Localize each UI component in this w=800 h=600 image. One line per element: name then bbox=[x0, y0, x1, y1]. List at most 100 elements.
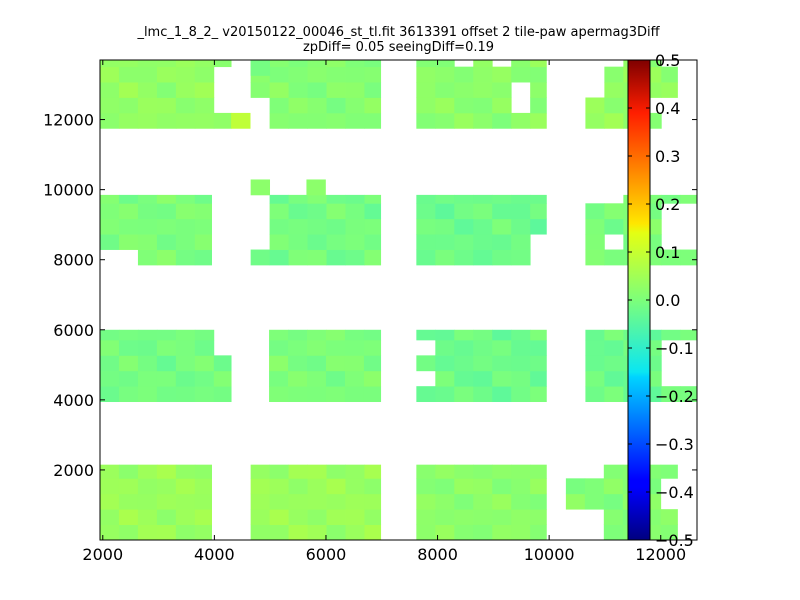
heatmap-cell bbox=[250, 464, 271, 479]
heatmap-cell bbox=[454, 370, 474, 387]
heatmap-cell bbox=[584, 493, 605, 510]
chart-title-line2: zpDiff= 0.05 seeingDiff=0.19 bbox=[302, 40, 495, 55]
heatmap-cell bbox=[118, 339, 139, 356]
chart-title-line1: _lmc_1_8_2_ v20150122_00046_st_tl.fit 36… bbox=[137, 25, 660, 40]
x-tick-label: 2000 bbox=[82, 545, 123, 564]
y-tick-label: 4000 bbox=[53, 391, 94, 410]
heatmap-cell bbox=[100, 464, 120, 479]
x-tick-label: 12000 bbox=[635, 545, 686, 564]
heatmap-cell bbox=[344, 329, 365, 341]
heatmap-cell bbox=[288, 355, 308, 372]
heatmap-cell bbox=[604, 370, 624, 387]
heatmap-cell bbox=[288, 194, 308, 204]
heatmap-cell bbox=[364, 112, 382, 129]
heatmap-cell bbox=[100, 112, 120, 129]
heatmap-cell bbox=[603, 524, 624, 540]
heatmap-cell bbox=[530, 329, 547, 341]
heatmap-cell bbox=[326, 60, 346, 68]
heatmap-cell bbox=[364, 234, 382, 250]
heatmap-cell bbox=[118, 370, 139, 387]
heatmap-cell bbox=[511, 478, 531, 495]
heatmap-cell bbox=[307, 194, 327, 204]
heatmap-cell bbox=[344, 355, 365, 372]
heatmap-cell bbox=[175, 60, 196, 68]
heatmap-cell bbox=[326, 524, 346, 540]
y-tick-label: 10000 bbox=[43, 181, 94, 200]
heatmap-cell bbox=[416, 218, 436, 235]
heatmap-cell bbox=[100, 218, 120, 235]
heatmap-cell bbox=[307, 249, 327, 266]
heatmap-cell bbox=[100, 370, 120, 387]
heatmap-cell bbox=[473, 97, 493, 114]
heatmap-cell bbox=[416, 509, 436, 525]
heatmap-cell bbox=[269, 493, 289, 510]
heatmap-cell bbox=[416, 60, 436, 68]
heatmap-cell bbox=[530, 464, 547, 479]
colorbar-tick-label: 0.0 bbox=[655, 291, 680, 310]
heatmap-cell bbox=[137, 203, 158, 220]
heatmap-cell bbox=[473, 339, 493, 356]
heatmap-cell bbox=[680, 386, 697, 403]
colorbar-tick-label: 0.5 bbox=[655, 51, 680, 70]
heatmap-cell bbox=[100, 478, 120, 495]
heatmap-cell bbox=[660, 509, 678, 525]
heatmap-cell bbox=[344, 386, 365, 403]
heatmap-cell bbox=[473, 249, 493, 266]
heatmap-cell bbox=[345, 97, 365, 114]
heatmap-cell bbox=[156, 60, 177, 68]
heatmap-cell bbox=[100, 355, 120, 372]
heatmap-cell bbox=[345, 234, 365, 250]
heatmap-cell bbox=[118, 464, 139, 479]
heatmap-cell bbox=[288, 60, 308, 68]
heatmap-cell bbox=[364, 249, 382, 266]
heatmap-cell bbox=[585, 386, 605, 403]
heatmap-cell bbox=[137, 524, 158, 540]
heatmap-cell bbox=[530, 66, 547, 83]
heatmap-cell bbox=[565, 478, 586, 495]
heatmap-cell bbox=[435, 218, 455, 235]
heatmap-cell bbox=[680, 329, 697, 341]
heatmap-cell bbox=[194, 66, 215, 83]
heatmap-cell bbox=[435, 386, 455, 403]
heatmap-cell bbox=[269, 249, 289, 266]
heatmap-cell bbox=[118, 386, 139, 403]
heatmap-cell bbox=[603, 478, 624, 495]
y-tick-label: 6000 bbox=[53, 321, 94, 340]
heatmap-cell bbox=[661, 82, 678, 98]
heatmap-cell bbox=[416, 194, 436, 204]
heatmap-cell bbox=[511, 464, 531, 479]
heatmap-cell bbox=[604, 355, 624, 372]
heatmap-cell bbox=[530, 524, 547, 540]
heatmap-cell bbox=[416, 203, 436, 220]
heatmap-cell bbox=[194, 194, 212, 204]
heatmap-cell bbox=[175, 493, 196, 510]
heatmap-cell bbox=[118, 82, 139, 98]
heatmap-cell bbox=[454, 464, 474, 479]
heatmap-cell bbox=[100, 60, 120, 68]
heatmap-cell bbox=[137, 60, 158, 68]
heatmap-cell bbox=[416, 66, 436, 83]
heatmap-cell bbox=[194, 509, 212, 525]
heatmap-cell bbox=[100, 329, 120, 341]
heatmap-cell bbox=[492, 386, 512, 403]
heatmap-cell bbox=[307, 60, 327, 68]
heatmap-cell bbox=[250, 82, 271, 98]
heatmap-cell bbox=[175, 478, 196, 495]
colorbar-tick-label: −0.3 bbox=[655, 435, 694, 454]
heatmap-cell bbox=[250, 179, 271, 196]
heatmap-cell bbox=[137, 66, 158, 83]
heatmap-cell bbox=[269, 60, 289, 68]
heatmap-cell bbox=[156, 464, 177, 479]
heatmap-cell bbox=[585, 97, 605, 114]
heatmap-cell bbox=[345, 524, 365, 540]
heatmap-cell bbox=[288, 66, 308, 83]
heatmap-cell bbox=[604, 218, 624, 235]
heatmap-cell bbox=[492, 464, 512, 479]
heatmap-cell bbox=[326, 66, 346, 83]
heatmap-cell bbox=[492, 112, 512, 129]
heatmap-cell bbox=[175, 218, 196, 235]
heatmap-cell bbox=[194, 60, 215, 68]
heatmap-cell bbox=[345, 249, 365, 266]
heatmap-cell bbox=[288, 509, 308, 525]
heatmap-cell bbox=[175, 66, 196, 83]
